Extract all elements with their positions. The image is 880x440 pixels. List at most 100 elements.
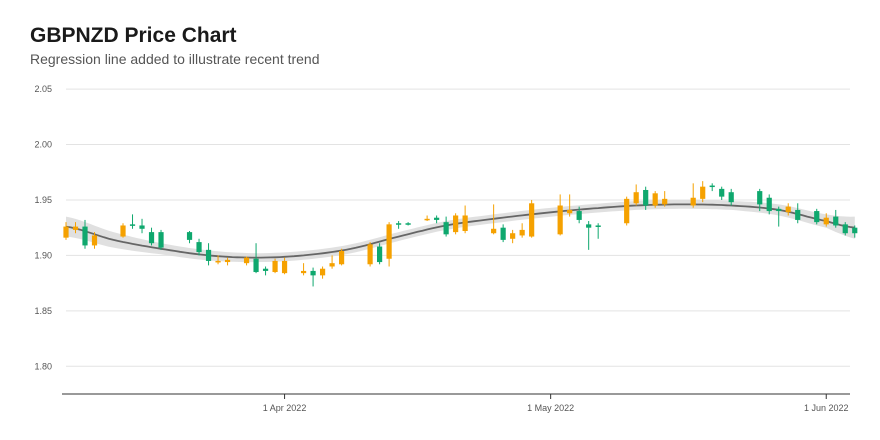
candle [776, 206, 782, 227]
candle [158, 229, 164, 250]
candle-body [129, 224, 136, 226]
candle [719, 186, 725, 200]
candle [633, 184, 639, 206]
candle-body [852, 227, 858, 234]
candle [243, 256, 250, 266]
candle [329, 255, 335, 269]
candle-body [757, 191, 763, 205]
x-axis: 1 Apr 2022 1 May 2022 1 Jun 2022 [62, 393, 850, 413]
candle [215, 255, 221, 265]
candle-body [529, 203, 535, 237]
candle [386, 222, 392, 267]
candle [500, 224, 506, 243]
candle [453, 213, 459, 235]
y-tick-label: 2.05 [34, 84, 52, 94]
candle [795, 203, 801, 224]
candle [148, 227, 155, 246]
regression-line [65, 203, 855, 259]
candle-body [709, 185, 715, 188]
candle [785, 203, 791, 216]
candle-body [120, 225, 126, 237]
candle [595, 223, 601, 239]
candle-body [453, 215, 459, 233]
candle [833, 209, 839, 228]
candle-body [795, 209, 801, 220]
candle-body [719, 188, 725, 197]
candle-body [633, 192, 639, 204]
candle-body [823, 217, 829, 225]
candle-body [662, 198, 668, 205]
candle [82, 219, 88, 249]
candle-body [215, 260, 221, 263]
y-axis-labels: 1.80 1.85 1.90 1.95 2.00 2.05 [34, 84, 52, 371]
candle-body [700, 186, 706, 199]
y-tick-label: 2.00 [34, 140, 52, 150]
candle [557, 194, 563, 236]
candle-body [396, 223, 402, 225]
candle [281, 257, 288, 275]
candle [300, 263, 307, 276]
candle [823, 213, 829, 227]
candle-body [814, 211, 820, 223]
candle [310, 267, 316, 287]
candle-body [690, 197, 696, 206]
y-tick-label: 1.90 [34, 250, 52, 260]
candle [510, 229, 516, 244]
candle-body [624, 198, 630, 224]
candle [63, 222, 69, 240]
chart-subtitle: Regression line added to illustrate rece… [30, 51, 320, 67]
candle-body [652, 193, 658, 206]
candle [129, 214, 136, 229]
candle [662, 191, 668, 207]
candle-body [766, 197, 772, 212]
candle-body [434, 217, 440, 220]
candle-body [196, 242, 202, 253]
candle-body [567, 209, 573, 214]
candle [367, 242, 373, 267]
regression-line-group [65, 203, 855, 259]
candle [139, 218, 145, 234]
candle-body [405, 223, 411, 225]
candle [91, 232, 98, 249]
candle [852, 225, 858, 238]
candle [709, 183, 715, 192]
candle-body [186, 232, 193, 240]
candle-body [491, 228, 497, 234]
candle-body [462, 215, 468, 232]
candle [186, 231, 193, 244]
candle-body [785, 206, 791, 213]
candle-body [253, 258, 259, 273]
candle [319, 266, 326, 279]
candle-body [91, 235, 98, 246]
candle-body [272, 260, 278, 273]
confidence-band [66, 200, 855, 263]
candle [700, 181, 706, 203]
candle [72, 222, 79, 234]
candle [643, 186, 649, 210]
candle [586, 221, 592, 250]
candle-body [72, 226, 79, 230]
candle [405, 222, 411, 226]
candle [377, 243, 383, 265]
candle [567, 194, 573, 217]
candle-body [776, 208, 782, 212]
candle [576, 206, 582, 224]
candle [396, 221, 402, 229]
candle-body [500, 227, 506, 240]
candle [443, 216, 449, 237]
candle-body [519, 229, 525, 236]
x-tick-label: 1 May 2022 [527, 403, 574, 413]
candle [253, 243, 259, 274]
candle [434, 215, 440, 224]
candle-body [158, 232, 164, 248]
candle [842, 222, 848, 236]
candle [491, 204, 497, 235]
candle-body [300, 270, 307, 274]
y-tick-label: 1.85 [34, 306, 52, 316]
candle-body [424, 218, 430, 221]
candle-body [205, 249, 212, 261]
candle [652, 191, 658, 208]
candle-body [443, 222, 449, 235]
